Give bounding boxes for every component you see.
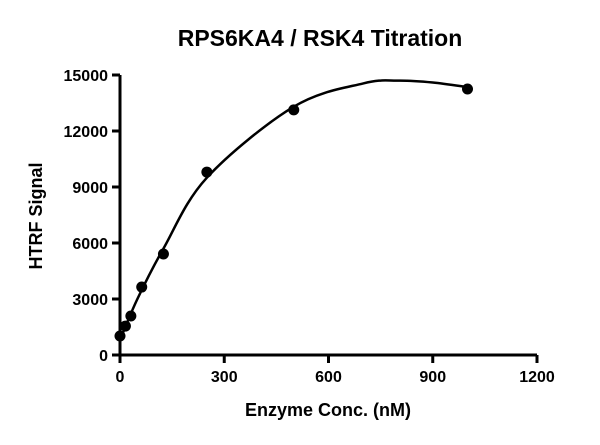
data-point [125,310,137,322]
axes: 0 3000 6000 9000 12000 15000 0 300 600 900 1200 [64,68,555,386]
data-point [114,330,126,342]
y-tick-label: 12000 [64,124,109,141]
data-point [462,83,473,95]
y-tick-label: 3000 [72,292,108,309]
chart-title: RPS6KA4 / RSK4 Titration [178,25,463,51]
x-axis-label: Enzyme Conc. (nM) [245,400,411,420]
data-point [288,104,300,116]
data-point [157,248,169,260]
fit-curve-group [118,79,468,341]
x-tick-label: 1200 [519,369,555,386]
data-point [201,166,213,178]
y-tick-label: 0 [99,348,108,365]
y-axis-label: HTRF Signal [26,163,46,270]
data-point [119,320,131,332]
x-tick-label: 600 [315,369,342,386]
x-tick-label: 900 [419,369,446,386]
data-point [136,281,148,293]
fit-curve [118,79,468,341]
y-tick-label: 15000 [64,68,109,85]
y-tick-label: 6000 [72,236,108,253]
y-tick-label: 9000 [72,180,108,197]
x-tick-label: 300 [211,369,238,386]
x-tick-label: 0 [116,369,125,386]
data-points [114,83,473,342]
